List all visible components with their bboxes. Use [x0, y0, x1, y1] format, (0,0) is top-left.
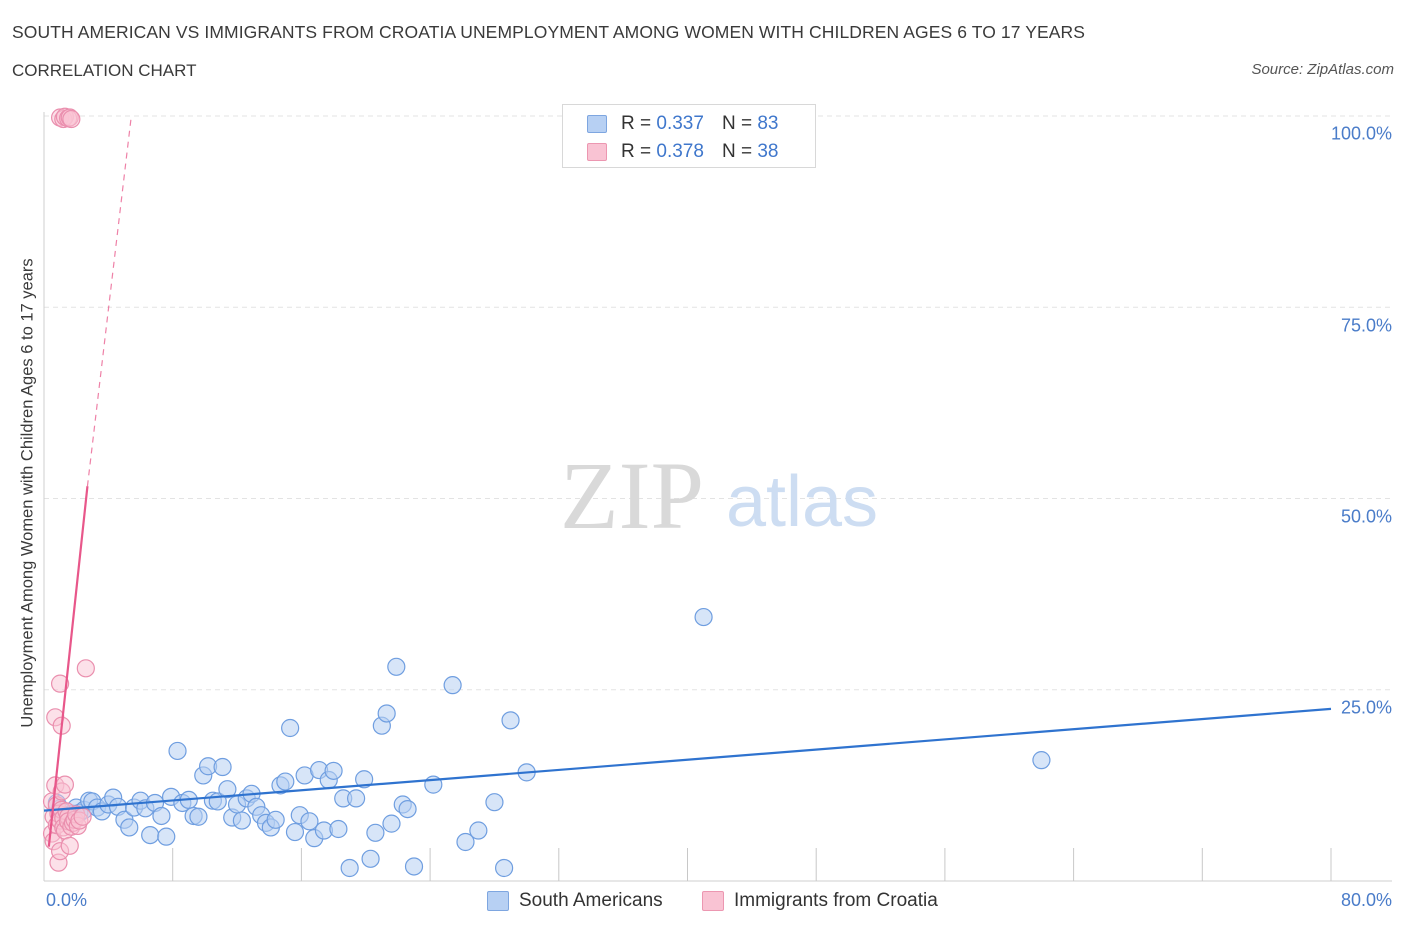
chart-subtitle: CORRELATION CHART	[12, 61, 197, 80]
chart-title: SOUTH AMERICAN VS IMMIGRANTS FROM CROATI…	[12, 22, 1086, 42]
south-americans-points	[47, 607, 1051, 878]
watermark-zip: ZIP	[560, 442, 704, 549]
south-american-point	[329, 819, 348, 839]
south-american-point	[469, 821, 488, 840]
croatia-point	[62, 109, 81, 129]
legend-n-value: 38	[757, 141, 779, 162]
axes	[43, 112, 1392, 882]
south-american-point	[366, 823, 385, 842]
south-american-point	[218, 780, 237, 799]
south-american-point	[157, 827, 176, 846]
south-american-point	[152, 806, 171, 826]
south-american-point	[443, 676, 462, 695]
legend-r-label: R =	[621, 141, 652, 162]
croatia-point	[55, 775, 75, 794]
x-tick-label-max: 80.0%	[1340, 890, 1392, 910]
south-american-point	[276, 772, 295, 791]
croatia-trend-extension	[86, 119, 132, 487]
south-american-point	[387, 657, 406, 676]
y-tick-label: 50.0%	[1340, 506, 1392, 527]
series-legend: South Americans Immigrants from Croatia	[0, 890, 1406, 916]
croatia-point	[73, 807, 92, 826]
south-american-point	[120, 818, 139, 837]
y-tick-label: 100.0%	[1330, 123, 1392, 144]
south-american-point	[361, 849, 380, 868]
y-tick-label: 75.0%	[1340, 315, 1392, 336]
legend-r-value: 0.378	[656, 141, 704, 162]
south-american-point	[141, 825, 160, 845]
legend-swatch-pink	[702, 891, 724, 911]
legend-row-south-americans: R = 0.337 N = 83	[587, 113, 778, 135]
watermark-atlas: atlas	[726, 462, 878, 542]
south-american-point	[495, 858, 514, 878]
croatia-point	[50, 674, 70, 693]
south-american-point	[232, 811, 251, 830]
south-american-point	[285, 822, 305, 842]
legend-swatch-blue	[587, 115, 607, 133]
croatia-point	[76, 659, 95, 678]
south-american-point	[404, 857, 424, 876]
croatia-points	[42, 107, 95, 872]
south-american-point	[456, 832, 475, 852]
legend-n-label: N =	[721, 141, 753, 162]
south-american-point	[281, 718, 300, 738]
south-american-point	[382, 814, 401, 833]
south-american-point	[213, 757, 232, 777]
south-american-point	[346, 789, 366, 808]
legend-label: Immigrants from Croatia	[734, 890, 938, 911]
legend-item-croatia[interactable]: Immigrants from Croatia	[702, 890, 938, 912]
gridlines	[44, 115, 1392, 691]
x-tick-label-min: 0.0%	[46, 890, 88, 910]
y-tick-label: 25.0%	[1340, 697, 1392, 718]
south-american-point	[340, 858, 359, 878]
stats-legend: R = 0.337 N = 83 R = 0.378 N = 38	[562, 104, 816, 168]
south-americans-trend-line	[43, 707, 1332, 812]
legend-r-value: 0.337	[656, 113, 704, 134]
legend-label: South Americans	[519, 890, 663, 911]
south-american-point	[694, 607, 713, 627]
legend-row-croatia: R = 0.378 N = 38	[587, 141, 778, 163]
south-american-point	[168, 741, 187, 761]
south-american-point	[266, 810, 285, 829]
south-american-point	[355, 770, 374, 789]
legend-n-value: 83	[757, 113, 779, 134]
south-american-point	[324, 761, 343, 780]
south-american-point	[377, 704, 396, 723]
legend-swatch-pink	[587, 143, 607, 161]
south-american-point	[1032, 751, 1051, 770]
south-american-point	[300, 812, 319, 831]
source-credit: Source: ZipAtlas.com	[1251, 61, 1394, 78]
croatia-trend-line	[47, 486, 89, 847]
south-american-point	[501, 711, 520, 730]
south-american-point	[189, 807, 208, 826]
legend-swatch-blue	[487, 891, 509, 911]
legend-r-label: R =	[621, 113, 652, 134]
legend-item-south-americans[interactable]: South Americans	[487, 890, 663, 912]
legend-n-label: N =	[721, 113, 753, 134]
south-american-point	[485, 793, 504, 812]
south-american-point	[398, 799, 417, 819]
trend-lines	[43, 119, 1332, 847]
croatia-point	[60, 836, 79, 855]
